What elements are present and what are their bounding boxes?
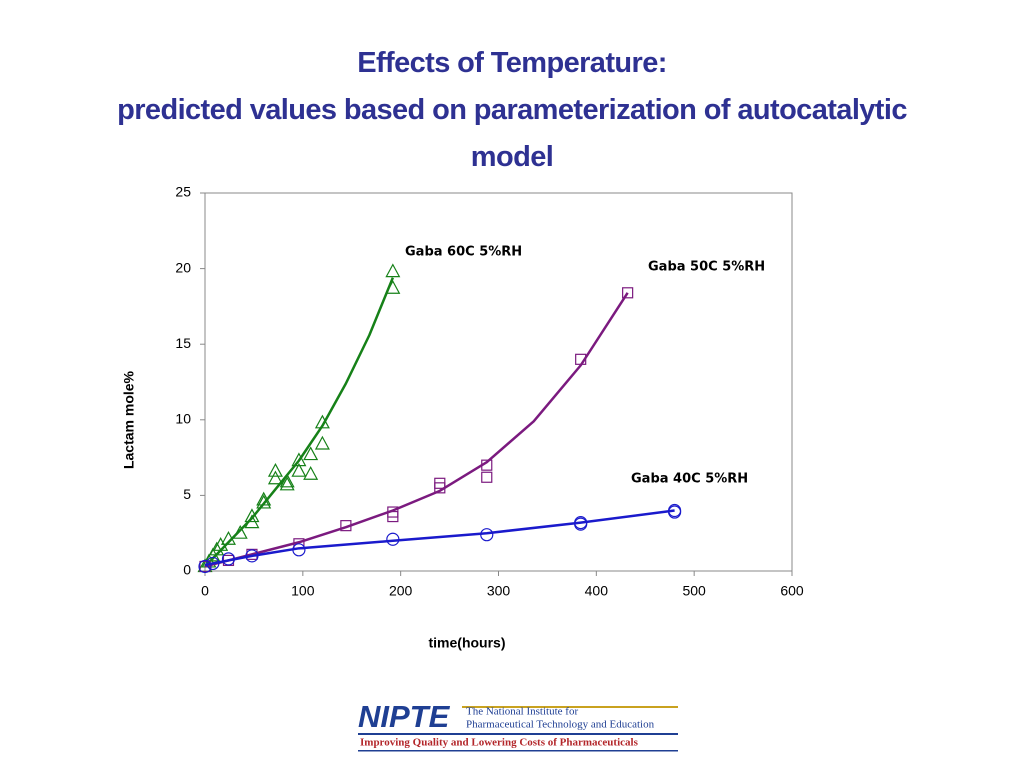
x-tick-label: 0 (201, 583, 209, 599)
point (303, 446, 319, 461)
x-tick-label: 100 (291, 583, 315, 599)
point (622, 287, 634, 299)
point (385, 263, 401, 278)
point (303, 465, 319, 480)
x-axis-title: time(hours) (429, 635, 506, 651)
point (481, 471, 493, 483)
series-label: Gaba 60C 5%RH (405, 245, 522, 260)
x-tick-label: 500 (682, 583, 706, 599)
point (291, 462, 307, 477)
series-label: Gaba 50C 5%RH (648, 260, 765, 275)
y-tick-label: 5 (183, 486, 191, 502)
y-tick-label: 25 (175, 184, 191, 200)
point (314, 435, 330, 450)
fit-line (204, 292, 629, 568)
fit-line (204, 509, 675, 567)
y-tick-label: 0 (183, 562, 191, 578)
point (267, 470, 283, 485)
point (267, 462, 283, 477)
point (279, 476, 295, 491)
logo-tagline: Improving Quality and Lowering Costs of … (360, 737, 639, 749)
chart-subtitle: predicted values based on parameterizati… (117, 94, 907, 173)
logo-rule (358, 733, 678, 735)
point (291, 452, 307, 467)
logo-line1: The National Institute for (466, 706, 578, 718)
y-tick-label: 15 (175, 335, 191, 351)
y-tick-label: 20 (175, 259, 191, 275)
logo-rule (462, 706, 678, 708)
x-tick-label: 600 (780, 583, 804, 599)
title-block: Effects of Temperature: predicted values… (112, 40, 912, 181)
series (199, 287, 634, 573)
fit-line (204, 277, 394, 568)
y-axis-title: Lactam mole% (121, 370, 137, 469)
x-tick-label: 300 (487, 583, 511, 599)
series (197, 263, 401, 573)
point (198, 559, 212, 574)
logo-name: NIPTE (358, 699, 451, 734)
chart-title: Effects of Temperature: (357, 47, 667, 79)
x-tick-label: 400 (585, 583, 609, 599)
logo-line2: Pharmaceutical Technology and Education (466, 719, 655, 731)
series-label: Gaba 40C 5%RH (631, 472, 748, 487)
x-tick-label: 200 (389, 583, 413, 599)
logo: NIPTE The National Institute for Pharmac… (358, 699, 678, 752)
point (434, 477, 446, 489)
series (198, 503, 682, 574)
logo-rule (358, 750, 678, 752)
y-tick-label: 10 (175, 411, 191, 427)
point (256, 494, 272, 509)
